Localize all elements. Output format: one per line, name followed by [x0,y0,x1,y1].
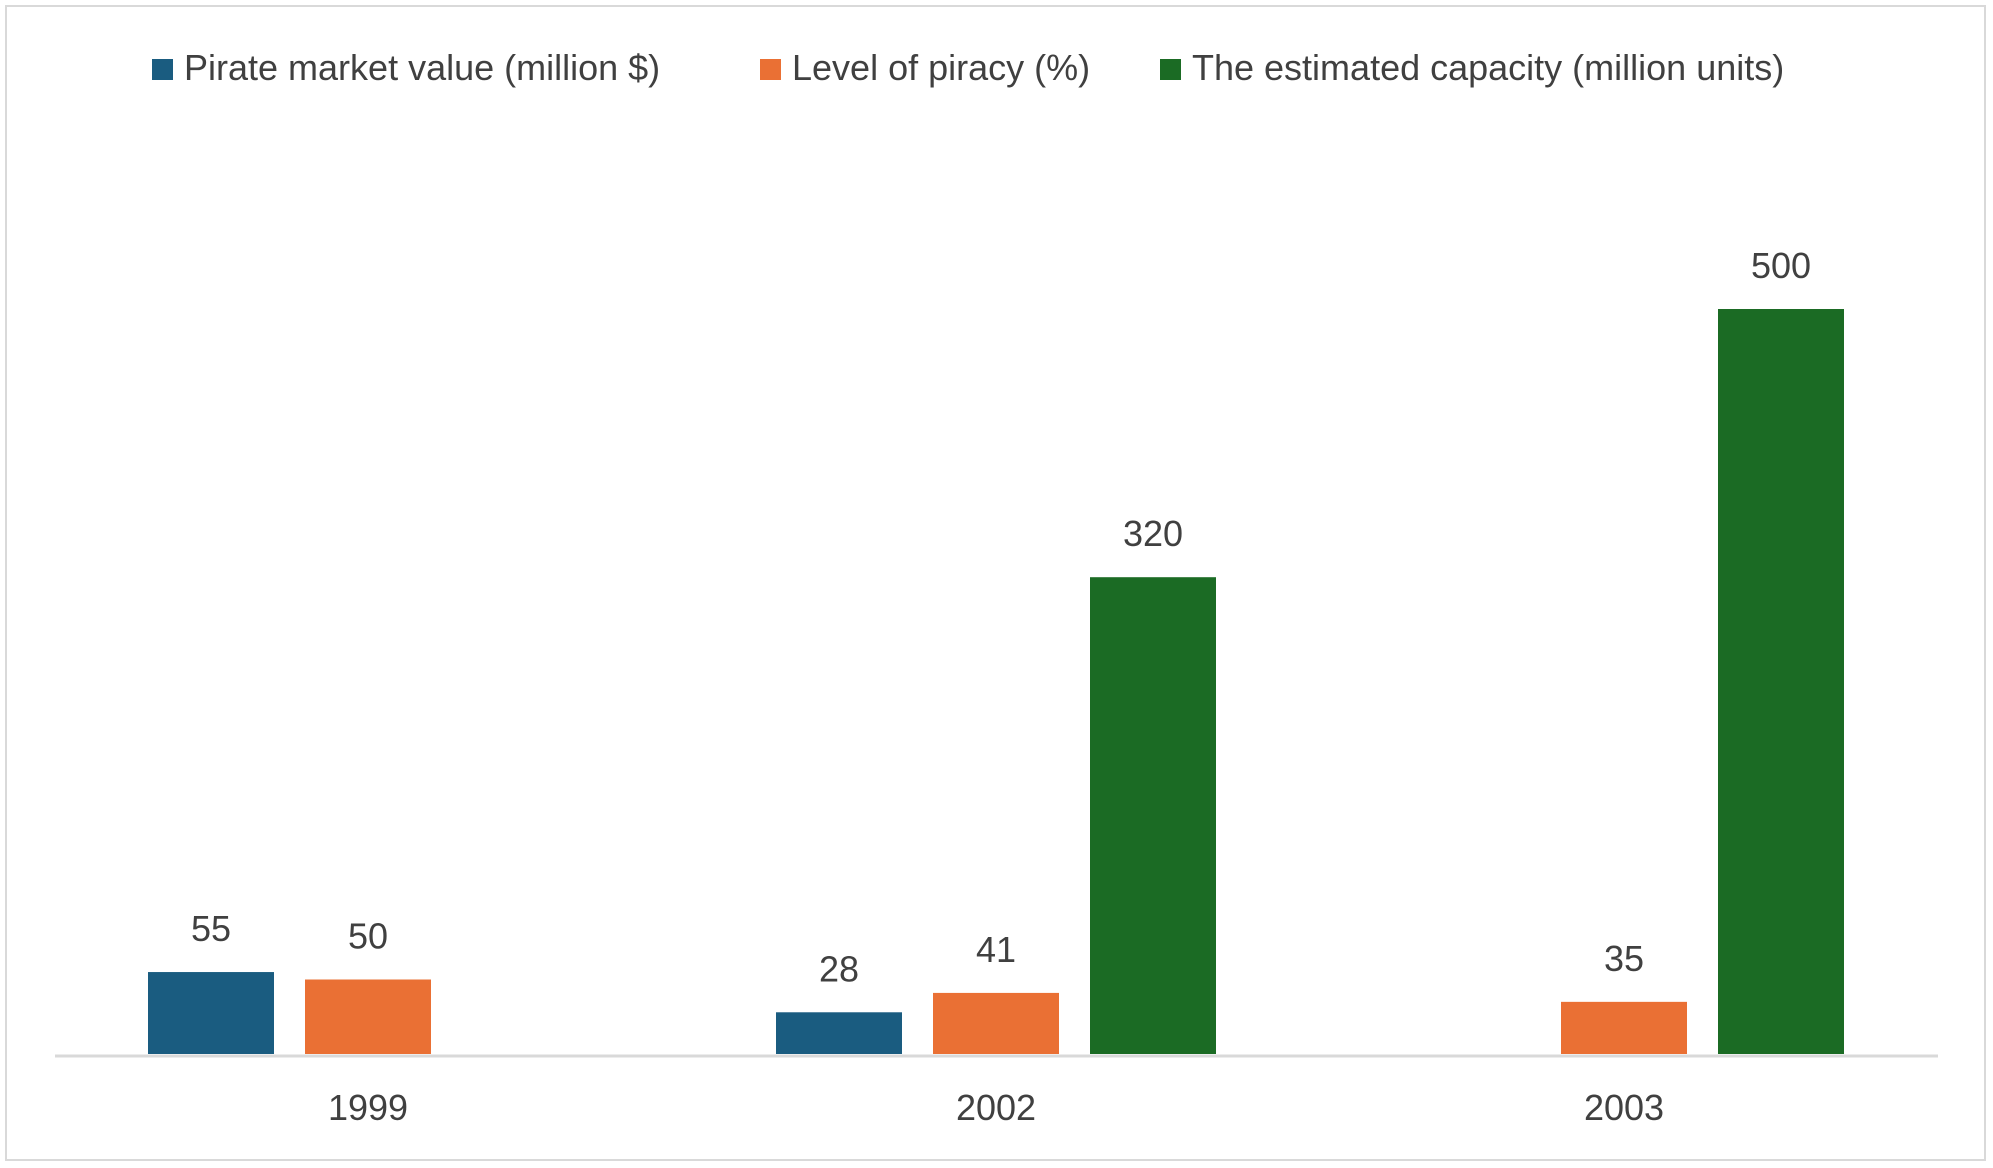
bar-2003-series-3 [1718,309,1844,1054]
data-label-1999-series-2: 50 [348,916,388,957]
data-label-2002-series-3: 320 [1123,513,1183,554]
data-labels: 55 50 28 41 320 35 500 [191,245,1811,989]
x-tick-label-2002: 2002 [956,1087,1036,1128]
legend-label-series-3: The estimated capacity (million units) [1192,47,1784,88]
legend: Pirate market value (million $) Level of … [152,47,1784,88]
bar-2002-series-2 [933,992,1059,1054]
x-tick-label-1999: 1999 [328,1087,408,1128]
data-label-2002-series-1: 28 [819,948,859,989]
legend-label-series-2: Level of piracy (%) [792,47,1090,88]
x-tick-label-2003: 2003 [1584,1087,1664,1128]
data-label-2002-series-2: 41 [976,929,1016,970]
bar-1999-series-2 [305,979,431,1054]
data-label-2003-series-2: 35 [1604,938,1644,979]
data-label-2003-series-3: 500 [1751,245,1811,286]
legend-label-series-1: Pirate market value (million $) [184,47,660,88]
bar-2002-series-3 [1090,577,1216,1054]
chart-frame [5,5,1986,1161]
legend-swatch-series-1 [152,59,173,80]
data-label-1999-series-1: 55 [191,908,231,949]
bars [148,309,1844,1054]
bar-1999-series-1 [148,972,274,1054]
legend-swatch-series-3 [1160,59,1181,80]
bar-2003-series-2 [1561,1001,1687,1054]
bar-2002-series-1 [776,1012,902,1054]
legend-swatch-series-2 [760,59,781,80]
x-tick-labels: 1999 2002 2003 [328,1087,1664,1128]
